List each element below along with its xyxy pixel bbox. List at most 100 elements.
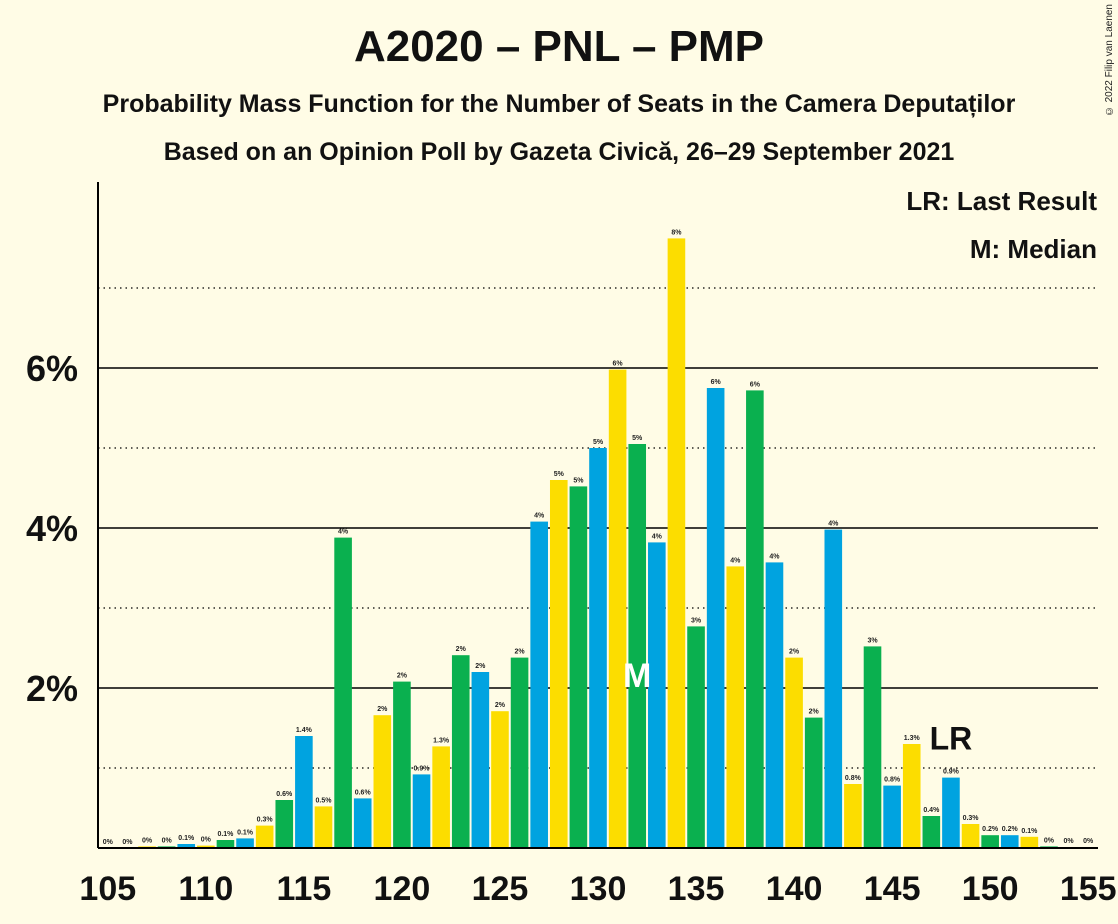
x-tick-label: 140 (766, 870, 823, 908)
bar-seat-129 (569, 486, 588, 848)
bar-seat-112 (236, 838, 254, 848)
bar-seat-131 (608, 369, 627, 848)
bar-label-127: 4% (534, 513, 545, 520)
bar-seat-149 (961, 824, 980, 848)
bar-seat-133 (648, 542, 666, 848)
bar-seat-141 (804, 717, 823, 848)
bar-seat-121 (412, 774, 431, 848)
bar-label-129: 5% (573, 477, 584, 484)
chart-title: A2020 – PNL – PMP (353, 22, 765, 71)
x-tick-label: 115 (276, 870, 331, 908)
x-tick-label: 150 (962, 870, 1019, 908)
bar-seat-123 (451, 655, 470, 848)
bar-label-143: 0.8% (845, 775, 862, 782)
bar-label-121: 0.9% (414, 765, 431, 772)
bar-seat-151 (1000, 835, 1019, 848)
bar-label-132: 5% (632, 435, 643, 442)
bar-seat-113 (255, 825, 274, 848)
bar-label-134: 8% (671, 229, 682, 236)
bar-label-142: 4% (828, 521, 839, 528)
chart-subtitle-source: Based on an Opinion Poll by Gazeta Civic… (163, 138, 955, 166)
bar-label-139: 4% (769, 553, 780, 560)
bar-label-148: 0.9% (943, 769, 960, 776)
x-tick-label: 145 (864, 870, 921, 908)
bar-label-128: 5% (554, 471, 565, 478)
bar-seat-140 (785, 657, 803, 848)
x-tick-label: 155 (1060, 870, 1117, 908)
x-tick-label: 120 (374, 870, 431, 908)
bar-label-114: 0.6% (276, 791, 293, 798)
bar-label-130: 5% (593, 439, 604, 446)
bar-seat-148 (942, 777, 960, 848)
bar-seat-110 (197, 845, 215, 848)
bar-label-111: 0.1% (217, 831, 234, 838)
bar-label-116: 0.5% (316, 797, 333, 804)
bar-seat-142 (824, 529, 843, 848)
bar-label-146: 1.3% (904, 735, 921, 742)
bar-seat-119 (373, 715, 392, 848)
bar-seat-120 (393, 681, 411, 848)
bar-label-138: 6% (750, 381, 761, 388)
bar-label-122: 1.3% (433, 737, 450, 744)
bar-label-140: 2% (789, 649, 800, 656)
y-tick-label: 4% (26, 508, 78, 549)
bar-label-131: 6% (613, 361, 624, 368)
bar-seat-135 (687, 626, 705, 848)
bar-seat-138 (746, 390, 764, 848)
bars-group: 0% 0% 0% 0% 0.1% 0% 0.1% 0.1% 0.3% 0.6% 1.4% 0.5% 4%… (103, 229, 1097, 848)
bar-label-107: 0% (142, 837, 153, 844)
bar-seat-147 (922, 816, 941, 848)
bar-label-144: 3% (867, 637, 878, 644)
bar-seat-122 (432, 746, 450, 848)
bar-label-137: 4% (730, 557, 741, 564)
bar-seat-111 (216, 840, 235, 848)
bar-label-118: 0.6% (355, 789, 372, 796)
bar-label-124: 2% (475, 663, 486, 670)
bar-label-113: 0.3% (257, 817, 274, 824)
bar-label-141: 2% (809, 709, 820, 716)
bar-seat-128 (549, 480, 568, 848)
bar-seat-143 (844, 784, 862, 848)
bar-label-105: 0% (103, 839, 114, 846)
bar-label-155: 0% (1083, 838, 1094, 845)
bar-label-109: 0.1% (178, 835, 195, 842)
bar-label-110: 0% (201, 837, 212, 844)
x-tick-label: 135 (668, 870, 725, 908)
bar-label-136: 6% (711, 379, 722, 386)
bar-label-153: 0% (1044, 837, 1055, 844)
bar-seat-125 (491, 711, 509, 848)
bar-seat-118 (353, 798, 372, 848)
bar-seat-146 (902, 744, 921, 848)
bar-label-145: 0.8% (884, 777, 901, 784)
bar-label-135: 3% (691, 617, 702, 624)
bar-seat-126 (510, 657, 529, 848)
chart-subtitle: Probability Mass Function for the Number… (102, 90, 1016, 118)
bar-label-123: 2% (456, 646, 467, 653)
bar-label-150: 0.2% (982, 826, 999, 833)
bar-label-119: 2% (377, 706, 388, 713)
bar-label-147: 0.4% (923, 807, 940, 814)
bar-seat-137 (726, 566, 745, 848)
bar-seat-139 (765, 562, 784, 848)
x-tick-label: 125 (472, 870, 529, 908)
axes-group: 2% 4% 6% 105 110 115 120 125 130 135 140 145 150 155 (26, 182, 1117, 908)
x-tick-label: 105 (79, 870, 136, 908)
bar-seat-124 (471, 672, 490, 848)
bar-label-120: 2% (397, 673, 408, 680)
bar-label-106: 0% (122, 839, 133, 846)
last-result-marker: LR (930, 721, 973, 757)
bar-label-108: 0% (162, 837, 173, 844)
bar-label-133: 4% (652, 533, 663, 540)
bar-seat-116 (314, 806, 333, 848)
bar-seat-109 (177, 844, 196, 848)
bar-seat-134 (667, 238, 686, 848)
bar-seat-150 (981, 835, 999, 848)
bar-label-152: 0.1% (1021, 828, 1038, 835)
legend-last-result: LR: Last Result (906, 186, 1097, 216)
bar-label-126: 2% (515, 649, 526, 656)
bar-seat-117 (334, 537, 352, 848)
bar-label-115: 1.4% (296, 727, 313, 734)
bar-seat-127 (530, 521, 548, 848)
bar-seat-136 (706, 388, 725, 848)
